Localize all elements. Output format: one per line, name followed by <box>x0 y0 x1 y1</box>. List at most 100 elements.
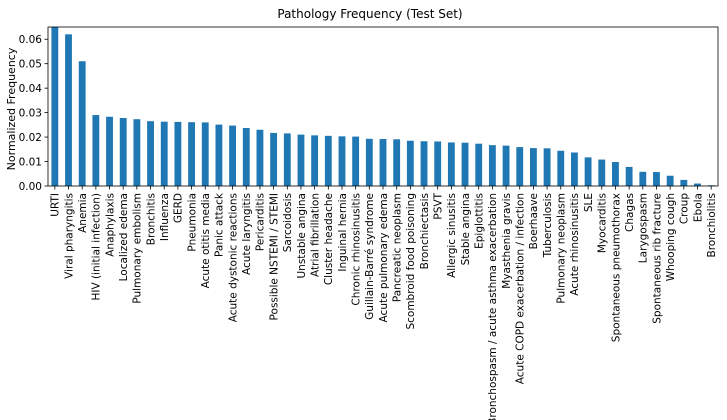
bar-10 <box>188 122 195 186</box>
y-tick-label-6: 0.06 <box>19 34 43 46</box>
y-tick-label-4: 0.04 <box>19 83 43 95</box>
x-tick-label-15: Pericarditis <box>255 193 267 251</box>
bar-5 <box>119 118 127 186</box>
y-tick-label-5: 0.05 <box>19 58 42 70</box>
bar-7 <box>147 121 154 186</box>
bar-37 <box>557 150 565 186</box>
bar-3 <box>92 115 100 186</box>
y-axis-label: Normalized Frequency <box>5 47 18 170</box>
bar-15 <box>256 129 264 186</box>
x-tick-label-36: Tuberculosis <box>542 193 554 258</box>
bar-47 <box>694 183 701 186</box>
x-tick-label-4: Anaphylaxis <box>104 193 116 257</box>
bar-12 <box>215 124 223 186</box>
bar-35 <box>529 148 537 186</box>
bar-42 <box>625 166 633 186</box>
x-tick-label-7: Bronchitis <box>145 193 157 245</box>
bar-19 <box>311 135 319 186</box>
x-tick-label-17: Sarcoidosis <box>282 193 294 252</box>
x-tick-label-42: Chagas <box>624 193 636 232</box>
x-tick-label-14: Acute laryngitis <box>241 193 253 275</box>
x-tick-label-31: Epiglottitis <box>474 193 486 249</box>
x-tick-label-45: Whooping cough <box>665 193 677 281</box>
bar-2 <box>78 61 86 186</box>
x-tick-label-16: Possible NSTEMI / STEMI <box>268 193 280 320</box>
bar-4 <box>106 116 113 186</box>
bar-29 <box>447 142 455 186</box>
x-tick-label-43: Larygospasm <box>638 193 650 263</box>
bar-27 <box>420 141 428 186</box>
bar-8 <box>160 121 168 186</box>
bar-16 <box>270 132 278 186</box>
bar-21 <box>338 136 346 186</box>
bar-43 <box>639 171 647 186</box>
bar-38 <box>571 152 578 186</box>
x-tick-label-22: Chronic rhinosinusitis <box>350 193 362 306</box>
bar-20 <box>324 135 332 186</box>
plot-area: 0.00 0.01 0.02 0.03 0.04 0.05 0.06 URTI Viral ph… <box>19 26 719 420</box>
x-tick-label-8: Influenza <box>159 193 171 241</box>
x-tick-label-30: Stable angina <box>460 193 472 265</box>
x-tick-label-1: Viral pharyngitis <box>63 193 75 279</box>
x-tick-label-21: Inguinal hernia <box>337 193 349 272</box>
bar-14 <box>242 128 250 186</box>
bar-33 <box>502 145 510 186</box>
x-tick-label-44: Spontaneous rib fracture <box>651 193 663 324</box>
x-tick-label-48: Bronchiolitis <box>706 193 718 257</box>
x-tick-label-34: Acute COPD exacerbation / infection <box>515 193 527 384</box>
x-tick-label-12: Panic attack <box>214 192 226 257</box>
bar-23 <box>365 138 373 186</box>
x-tick-label-5: Localized edema <box>118 193 130 281</box>
bar-17 <box>283 133 291 186</box>
x-tick-label-32: Bronchospasm / acute asthma exacerbation <box>487 193 499 420</box>
bar-13 <box>229 125 237 186</box>
x-tick-label-41: Spontaneous pneumothorax <box>610 193 622 342</box>
x-tick-label-6: Pulmonary embolism <box>132 193 144 304</box>
y-tick-label-1: 0.01 <box>19 156 42 168</box>
x-tick-label-35: Boerhaave <box>528 193 540 249</box>
x-tick-label-24: Acute pulmonary edema <box>378 193 390 322</box>
x-tick-label-37: Pulmonary neoplasm <box>556 193 568 304</box>
bar-11 <box>201 122 209 186</box>
x-tick-label-46: Croup <box>679 193 691 224</box>
bar-34 <box>516 147 524 186</box>
bar-46 <box>680 179 688 186</box>
x-tick-label-39: SLE <box>583 193 595 212</box>
x-tick-label-2: Anemia <box>77 193 89 233</box>
bar-40 <box>598 159 606 186</box>
bar-30 <box>461 142 469 186</box>
bar-45 <box>666 175 674 186</box>
x-tick-label-13: Acute dystonic reactions <box>227 193 239 322</box>
bar-22 <box>352 136 360 186</box>
x-tick-label-18: Unstable angina <box>296 193 308 279</box>
y-tick-label-3: 0.03 <box>19 107 42 119</box>
x-tick-label-0: URTI <box>50 193 62 217</box>
bar-18 <box>297 134 305 186</box>
x-tick-label-47: Ebola <box>692 193 704 222</box>
x-tick-label-9: GERD <box>173 193 185 223</box>
bar-0 <box>51 27 59 186</box>
bar-41 <box>612 162 619 186</box>
bar-24 <box>379 139 387 186</box>
x-tick-label-27: Bronchiectasis <box>419 193 431 269</box>
y-tick-label-2: 0.02 <box>19 132 42 144</box>
x-tick-label-25: Pancreatic neoplasm <box>391 193 403 302</box>
bar-1 <box>65 34 72 187</box>
x-tick-label-20: Cluster headache <box>323 193 335 285</box>
bar-6 <box>133 119 141 186</box>
bar-26 <box>406 140 414 186</box>
x-tick-label-19: Atrial fibrillation <box>309 193 321 277</box>
x-tick-label-38: Acute rhinosinusitis <box>569 193 581 296</box>
bar-32 <box>488 145 496 186</box>
x-tick-label-28: PSVT <box>432 192 444 219</box>
x-tick-label-3: HIV (initial infection) <box>91 193 103 301</box>
bar-31 <box>475 143 483 186</box>
bar-39 <box>584 157 592 186</box>
bar-9 <box>174 121 182 186</box>
bar-25 <box>393 139 401 186</box>
x-tick-label-10: Pneumonia <box>186 193 198 252</box>
x-tick-label-33: Myasthenia gravis <box>501 193 513 289</box>
x-tick-label-23: Guillain-Barré syndrome <box>364 193 376 320</box>
x-tick-label-11: Acute otitis media <box>200 193 212 288</box>
